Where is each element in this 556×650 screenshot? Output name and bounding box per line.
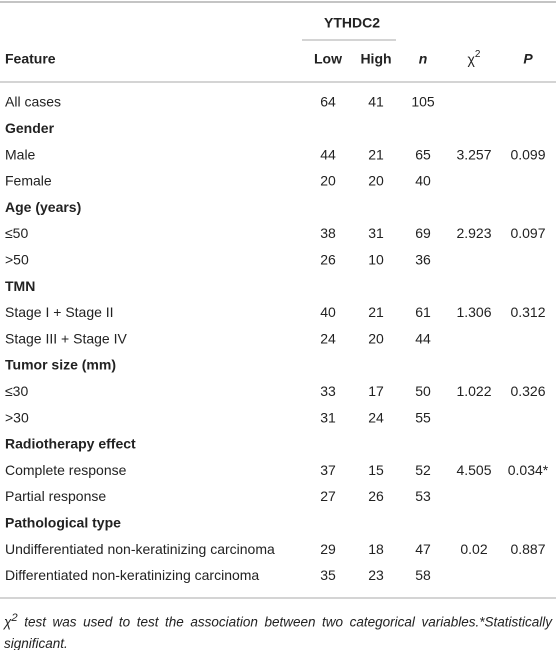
cell: 64: [320, 94, 336, 110]
footnote: χ2 test was used to test the association…: [4, 608, 552, 650]
row-heading: Age (years): [5, 199, 81, 215]
row-heading: Tumor size (mm): [5, 357, 116, 373]
row-label: Undifferentiated non-keratinizing carcin…: [5, 541, 275, 557]
cell: 41: [368, 94, 384, 110]
cell: 35: [320, 567, 336, 583]
cell: 44: [415, 330, 431, 346]
cell: 24: [320, 330, 336, 346]
cell: 26: [320, 252, 336, 268]
cell: 40: [320, 304, 336, 320]
cell: 0.312: [510, 304, 545, 320]
cell: 3.257: [456, 146, 491, 162]
cell: 24: [368, 409, 384, 425]
row-label: >30: [5, 409, 29, 425]
cell: 20: [368, 330, 384, 346]
cell: 31: [368, 225, 384, 241]
row-label: Complete response: [5, 462, 127, 478]
cell: 1.022: [456, 383, 491, 399]
row-label: ≤30: [5, 383, 28, 399]
cell: 20: [368, 173, 384, 189]
row-label: Male: [5, 146, 36, 162]
column-header: Feature: [5, 51, 56, 67]
cell: 44: [320, 146, 336, 162]
cell: 15: [368, 462, 384, 478]
cell: 1.306: [456, 304, 491, 320]
cell: 0.326: [510, 383, 545, 399]
cell: 38: [320, 225, 336, 241]
row-label: All cases: [5, 94, 61, 110]
cell: 27: [320, 488, 336, 504]
cell: 2.923: [456, 225, 491, 241]
cell: 69: [415, 225, 431, 241]
cell: 0.887: [510, 541, 545, 557]
footnote-sup: 2: [11, 612, 18, 624]
cell: 58: [415, 567, 431, 583]
footnote-text: test was used to test the association be…: [4, 614, 552, 650]
table: YTHDC2 Feature Low High n χ2 P All cases 64 41 10…: [0, 1, 556, 599]
cell: 53: [415, 488, 431, 504]
cell: 52: [415, 462, 431, 478]
row-heading: Radiotherapy effect: [5, 436, 136, 452]
cell: 23: [368, 567, 384, 583]
cell: 105: [411, 94, 435, 110]
cell: 4.505: [456, 462, 491, 478]
cell: 21: [368, 146, 384, 162]
cell: 10: [368, 252, 384, 268]
cell: 0.034*: [508, 462, 549, 478]
cell: 21: [368, 304, 384, 320]
row-label: Stage I + Stage II: [5, 304, 114, 320]
row-heading: Pathological type: [5, 515, 121, 531]
cell: 36: [415, 252, 431, 268]
cell: 50: [415, 383, 431, 399]
cell: 17: [368, 383, 384, 399]
cell: 20: [320, 173, 336, 189]
column-header-sup: 2: [475, 49, 481, 60]
row-label: Stage III + Stage IV: [5, 330, 127, 346]
column-header: High: [360, 51, 391, 67]
row-label: >50: [5, 252, 29, 268]
group-header: YTHDC2: [324, 15, 380, 31]
column-header: Low: [314, 51, 342, 67]
cell: 26: [368, 488, 384, 504]
cell: 0.02: [460, 541, 487, 557]
cell: 18: [368, 541, 384, 557]
cell: 29: [320, 541, 336, 557]
row-label: Female: [5, 173, 52, 189]
cell: 47: [415, 541, 431, 557]
cell: 33: [320, 383, 336, 399]
column-header: n: [419, 51, 428, 67]
cell: 31: [320, 409, 336, 425]
row-label: Partial response: [5, 488, 106, 504]
row-label: ≤50: [5, 225, 28, 241]
row-heading: TMN: [5, 278, 35, 294]
cell: 0.099: [510, 146, 545, 162]
column-header: χ2: [468, 49, 481, 67]
row-heading: Gender: [5, 120, 55, 136]
column-header-base: χ: [468, 51, 476, 67]
cell: 37: [320, 462, 336, 478]
cell: 55: [415, 409, 431, 425]
cell: 40: [415, 173, 431, 189]
cell: 65: [415, 146, 431, 162]
cell: 0.097: [510, 225, 545, 241]
column-header: P: [523, 51, 533, 67]
row-label: Differentiated non-keratinizing carcinom…: [5, 567, 259, 583]
footnote-symbol: χ: [4, 614, 12, 630]
cell: 61: [415, 304, 431, 320]
